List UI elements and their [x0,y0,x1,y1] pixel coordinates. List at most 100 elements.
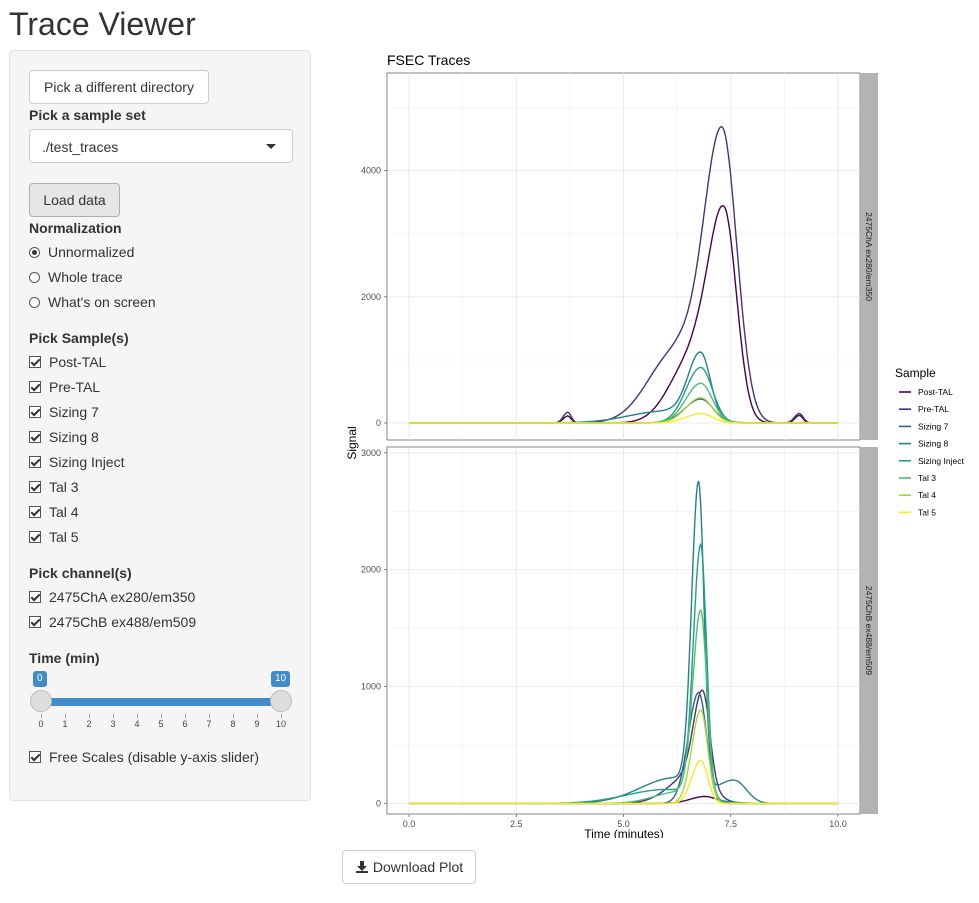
slider-tick-label: 0 [38,719,44,729]
legend-label: Pre-TAL [918,404,949,414]
sample-option[interactable]: Tal 5 [29,527,79,547]
sample-checkbox[interactable] [29,381,41,393]
sample-option[interactable]: Pre-TAL [29,377,100,397]
slider-tick-label: 9 [254,719,260,729]
sample-label: Sizing Inject [49,454,125,470]
sample-option[interactable]: Sizing 8 [29,427,99,447]
channels-label: Pick channel(s) [29,565,132,581]
facet-strip [860,73,878,440]
channel-option[interactable]: 2475ChB ex488/em509 [29,612,196,632]
fsec-chart: FSEC Traces Time (minutes) Signal 0 2000 4… [345,52,964,838]
slider-tick [185,714,186,718]
sample-checkbox[interactable] [29,406,41,418]
facet-strip [860,447,878,814]
x-tick-label: 7.5 [724,819,737,829]
slider-tick [137,714,138,718]
legend-title: Sample [895,366,936,380]
channel-checkbox[interactable] [29,616,41,628]
sample-label: Sizing 7 [49,404,99,420]
slider-tick [233,714,234,718]
slider-tick [209,714,210,718]
y-tick-label: 3000 [361,448,381,458]
normalization-radio[interactable] [29,246,40,258]
time-slider-from-handle[interactable] [30,690,52,712]
sample-label: Sizing 8 [49,429,99,445]
sample-set-label: Pick a sample set [29,107,146,123]
sample-label: Tal 3 [49,479,79,495]
y-tick-label: 0 [376,418,381,428]
legend-label: Tal 5 [918,507,936,517]
sample-checkbox[interactable] [29,456,41,468]
time-slider-bar[interactable] [41,698,281,706]
slider-tick-label: 4 [134,719,140,729]
legend-label: Post-TAL [918,387,953,397]
slider-tick-label: 3 [110,719,116,729]
sample-checkbox[interactable] [29,531,41,543]
normalization-option[interactable]: What's on screen [29,292,156,312]
samples-label: Pick Sample(s) [29,330,129,346]
legend-label: Sizing 7 [918,421,949,431]
slider-tick [281,714,282,718]
normalization-option[interactable]: Whole trace [29,267,123,287]
sample-checkbox[interactable] [29,506,41,518]
sample-set-select[interactable]: ./test_traces [29,129,293,163]
y-tick-label: 2000 [361,292,381,302]
sample-option[interactable]: Tal 3 [29,477,79,497]
chart-title: FSEC Traces [387,52,470,68]
normalization-label: Whole trace [48,269,123,285]
load-data-button[interactable]: Load data [29,183,120,217]
sample-option[interactable]: Sizing Inject [29,452,124,472]
slider-tick [257,714,258,718]
x-axis-title: Time (minutes) [584,827,664,838]
time-slider-to-handle[interactable] [270,690,292,712]
channel-label: 2475ChB ex488/em509 [49,614,197,630]
slider-tick [113,714,114,718]
sample-option[interactable]: Sizing 7 [29,402,99,422]
y-tick-label: 0 [376,798,381,808]
normalization-label: Unnormalized [48,244,135,260]
slider-tick-label: 5 [158,719,164,729]
normalization-radio[interactable] [29,296,40,308]
chevron-down-icon [266,144,276,149]
y-tick-label: 1000 [361,682,381,692]
free-scales-label: Free Scales (disable y-axis slider) [49,749,260,765]
sample-checkbox[interactable] [29,431,41,443]
free-scales-option[interactable]: Free Scales (disable y-axis slider) [29,747,259,767]
time-slider[interactable]: 0 10 0 1 2 3 4 5 6 7 8 9 10 [29,671,293,751]
normalization-option[interactable]: Unnormalized [29,242,134,262]
download-plot-button[interactable]: Download Plot [342,850,476,884]
legend-label: Tal 4 [918,490,936,500]
slider-tick-label: 8 [230,719,236,729]
normalization-label: What's on screen [48,294,156,310]
download-icon [355,861,368,873]
download-plot-label: Download Plot [372,859,464,875]
legend-label: Sizing Inject [918,456,964,466]
sample-option[interactable]: Tal 4 [29,502,79,522]
x-tick-label: 10.0 [829,819,847,829]
legend-label: Sizing 8 [918,439,949,449]
channel-option[interactable]: 2475ChA ex280/em350 [29,587,195,607]
sample-label: Tal 5 [49,529,79,545]
sample-set-value: ./test_traces [42,139,119,155]
series-line-tal-5 [409,412,838,424]
facet-strip-label: 2475ChA ex280/em350 [864,212,874,301]
free-scales-checkbox[interactable] [29,751,41,763]
time-slider-to-label: 10 [271,671,291,687]
slider-tick-label: 7 [206,719,212,729]
slider-tick-label: 6 [182,719,188,729]
sample-checkbox[interactable] [29,481,41,493]
slider-tick-label: 10 [275,719,286,729]
sample-label: Post-TAL [49,354,107,370]
channel-checkbox[interactable] [29,591,41,603]
sample-checkbox[interactable] [29,356,41,368]
slider-tick-label: 1 [62,719,68,729]
sample-option[interactable]: Post-TAL [29,352,106,372]
y-tick-label: 2000 [361,565,381,575]
time-label: Time (min) [29,650,100,666]
facet-strip-label: 2475ChB ex488/em509 [864,586,874,676]
legend: Sample Post-TAL Pre-TAL Sizing 7 Sizing 8 Si… [895,366,964,517]
normalization-radio[interactable] [29,271,40,283]
x-tick-label: 5.0 [617,819,630,829]
pick-directory-button[interactable]: Pick a different directory [29,70,209,104]
y-tick-label: 4000 [361,166,381,176]
